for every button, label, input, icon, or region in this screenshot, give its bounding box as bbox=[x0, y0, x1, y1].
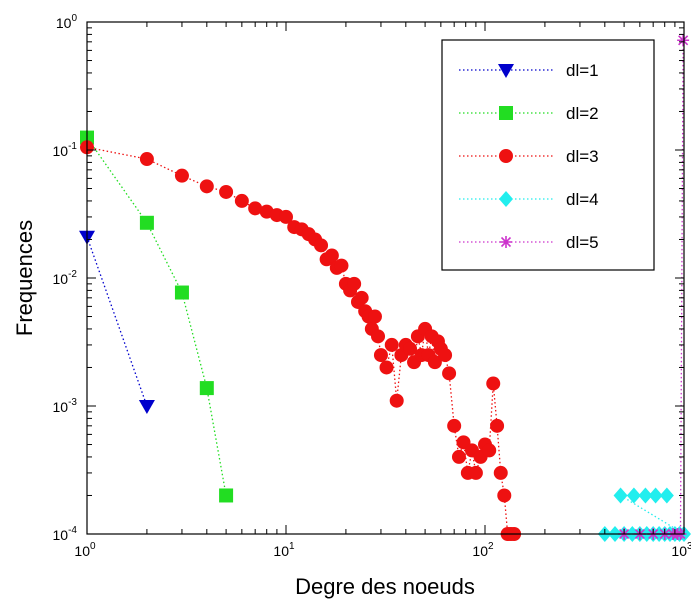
data-point bbox=[613, 487, 628, 504]
data-point bbox=[384, 337, 399, 352]
y-tick-label: 10-4 bbox=[53, 525, 78, 543]
data-point bbox=[371, 329, 386, 344]
data-point bbox=[493, 465, 508, 480]
data-point bbox=[486, 376, 501, 391]
data-point bbox=[468, 465, 483, 480]
axis-ticks bbox=[86, 22, 684, 535]
data-point bbox=[447, 418, 462, 433]
data-point bbox=[334, 258, 349, 273]
legend: dl=1 dl=2 dl=3 dl=4 dl=5 bbox=[441, 39, 655, 271]
data-point bbox=[490, 418, 505, 433]
legend-label: dl=1 bbox=[566, 61, 599, 80]
data-point bbox=[219, 184, 234, 199]
data-point bbox=[367, 309, 382, 324]
data-point bbox=[279, 209, 293, 224]
series-2 bbox=[80, 130, 234, 503]
legend-marker bbox=[499, 191, 513, 207]
data-point bbox=[677, 34, 690, 47]
data-point bbox=[139, 152, 154, 167]
x-tick-label: 102 bbox=[472, 541, 494, 559]
plot-area bbox=[79, 34, 691, 542]
legend-label: dl=4 bbox=[566, 190, 599, 209]
x-tick-label: 100 bbox=[74, 541, 96, 559]
data-point bbox=[442, 366, 457, 381]
data-point bbox=[427, 355, 442, 370]
y-tick-label: 10-3 bbox=[53, 397, 78, 415]
data-point bbox=[659, 487, 674, 504]
data-point bbox=[138, 400, 155, 414]
data-point bbox=[234, 193, 249, 208]
data-point bbox=[403, 341, 418, 356]
y-axis-title: Frequences bbox=[12, 220, 37, 336]
data-point bbox=[438, 348, 453, 363]
data-point bbox=[373, 348, 388, 363]
y-tick-label: 10-2 bbox=[53, 269, 78, 287]
data-point bbox=[482, 443, 497, 458]
data-point bbox=[389, 393, 404, 408]
series-line bbox=[86, 137, 227, 496]
series-line bbox=[86, 236, 148, 407]
data-point bbox=[451, 449, 466, 464]
data-point bbox=[626, 487, 641, 504]
data-point bbox=[638, 487, 653, 504]
x-tick-label: 101 bbox=[273, 541, 295, 559]
legend-label: dl=2 bbox=[566, 104, 599, 123]
x-tick-label: 103 bbox=[671, 541, 691, 559]
legend-marker bbox=[499, 106, 513, 120]
y-tick-label: 100 bbox=[56, 13, 78, 31]
data-point bbox=[354, 290, 369, 305]
legend-label: dl=5 bbox=[566, 233, 599, 252]
data-point bbox=[248, 201, 263, 216]
series-3 bbox=[80, 140, 522, 541]
legend-marker bbox=[498, 64, 514, 78]
legend-box bbox=[441, 39, 655, 271]
data-point bbox=[648, 487, 663, 504]
y-tick-label: 10-1 bbox=[53, 141, 78, 159]
data-point bbox=[324, 248, 339, 263]
y-tick-labels: 10-4 10-3 10-2 10-1 100 bbox=[53, 13, 78, 543]
data-point bbox=[139, 215, 154, 230]
data-point bbox=[174, 168, 189, 183]
x-tick-labels: 100 101 102 103 bbox=[74, 541, 691, 559]
legend-marker bbox=[499, 149, 513, 163]
data-point bbox=[174, 285, 189, 300]
data-point bbox=[314, 238, 329, 253]
data-point bbox=[379, 360, 394, 375]
data-point bbox=[199, 381, 214, 396]
legend-label: dl=3 bbox=[566, 147, 599, 166]
legend-marker bbox=[500, 236, 512, 248]
data-point bbox=[219, 488, 234, 503]
series-1 bbox=[79, 230, 155, 414]
data-point bbox=[347, 276, 362, 291]
x-axis-title: Degre des noeuds bbox=[295, 574, 475, 599]
data-point bbox=[199, 179, 214, 194]
data-point bbox=[497, 488, 512, 503]
